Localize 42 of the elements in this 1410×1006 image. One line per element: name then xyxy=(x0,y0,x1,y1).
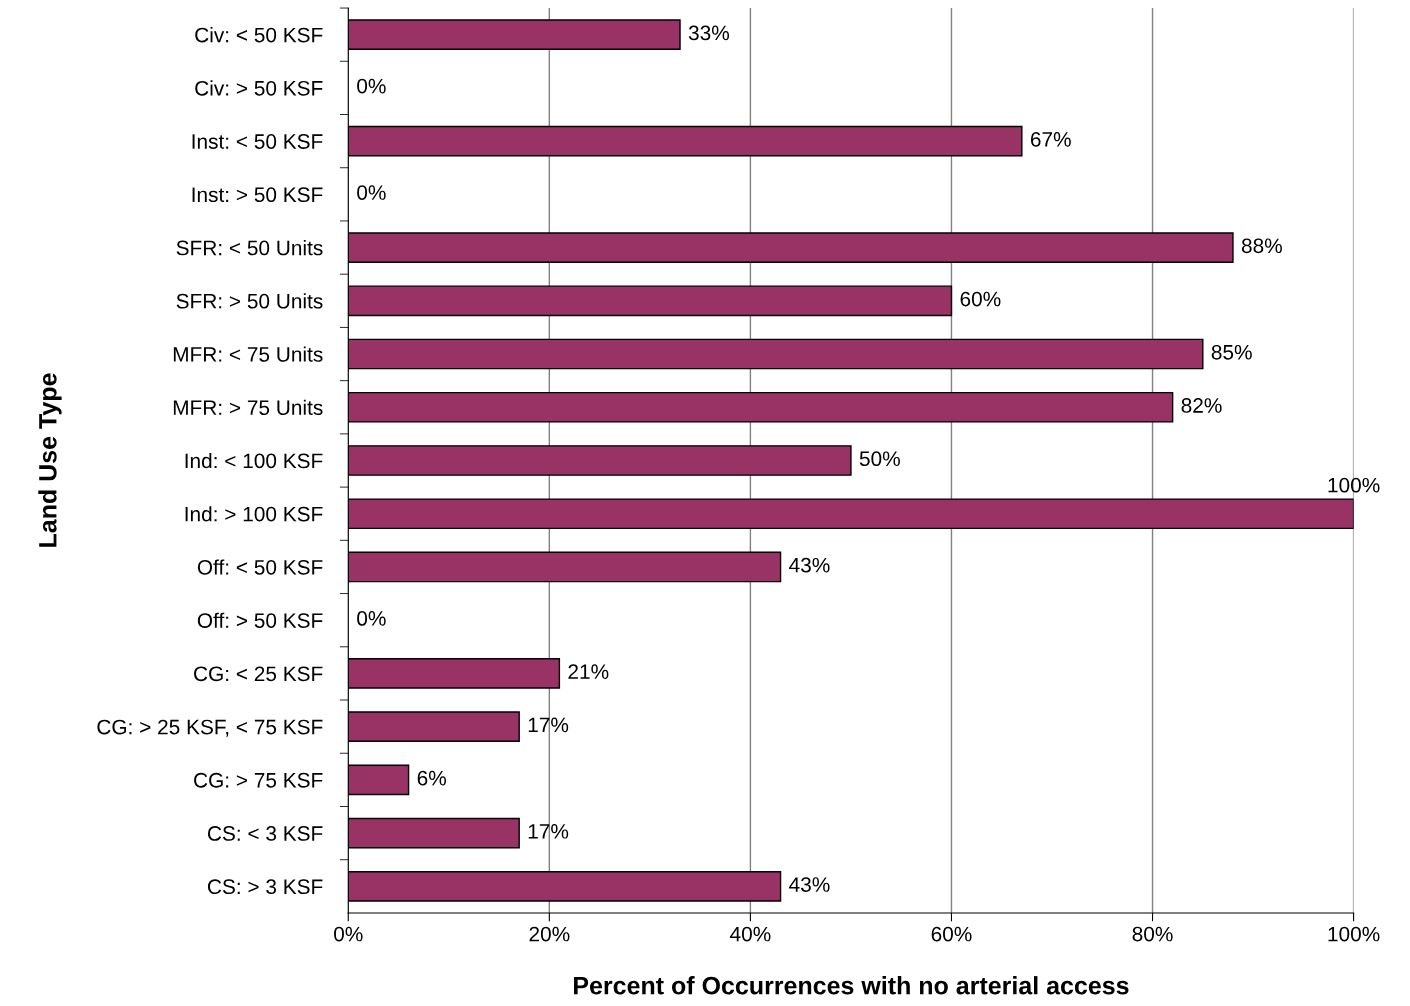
y-tick-label: CG: > 25 KSF, < 75 KSF xyxy=(97,719,323,737)
x-tick-label: 100% xyxy=(1328,926,1380,942)
data-label: 43% xyxy=(789,557,830,573)
y-tick-label: Inst: > 50 KSF xyxy=(192,187,323,203)
y-tick-label: CS: < 3 KSF xyxy=(207,826,323,841)
y-tick-label: Inst: < 50 KSF xyxy=(192,134,323,149)
data-label: 85% xyxy=(1211,344,1252,360)
x-tick-label: 0% xyxy=(334,926,363,942)
data-label: 82% xyxy=(1181,398,1222,413)
y-tick-label: CG: < 25 KSF xyxy=(194,666,323,682)
y-tick-label: Civ: < 50 KSF xyxy=(195,27,323,43)
x-axis-title: Percent of Occurrences with no arterial access xyxy=(574,976,1129,995)
y-tick-label: SFR: > 50 Units xyxy=(176,293,323,309)
y-tick-label: MFR: > 75 Units xyxy=(173,399,323,416)
data-label: 0% xyxy=(357,611,386,626)
y-tick-label: Ind: > 100 KSF xyxy=(185,506,323,522)
y-axis-title: Land Use Type xyxy=(38,373,62,547)
x-tick-label: 20% xyxy=(529,926,570,942)
data-label: 88% xyxy=(1241,238,1282,254)
data-label: 6% xyxy=(417,770,446,786)
data-label: 67% xyxy=(1030,131,1071,147)
data-label: 17% xyxy=(528,824,569,839)
y-tick-label: SFR: < 50 Units xyxy=(176,240,323,256)
data-label: 0% xyxy=(357,78,386,94)
data-label: 60% xyxy=(960,291,1001,307)
y-tick-label: Civ: > 50 KSF xyxy=(195,80,323,96)
x-tick-label: 60% xyxy=(931,926,972,942)
x-tick-label: 80% xyxy=(1132,926,1173,942)
y-tick-label: Ind: < 100 KSF xyxy=(185,452,323,469)
y-tick-label: CG: > 75 KSF xyxy=(194,772,323,788)
data-label: 100% xyxy=(1328,477,1380,493)
x-tick-label: 40% xyxy=(730,926,771,942)
data-label: 50% xyxy=(859,451,900,467)
data-label: 0% xyxy=(357,185,386,200)
y-tick-label: Off: < 50 KSF xyxy=(197,559,323,575)
data-label: 21% xyxy=(568,664,609,679)
data-label: 43% xyxy=(789,877,830,892)
y-tick-label: CS: > 3 KSF xyxy=(207,879,323,895)
y-tick-label: Off: > 50 KSF xyxy=(197,612,323,628)
data-label: 17% xyxy=(528,717,569,733)
y-tick-label: MFR: < 75 Units xyxy=(173,346,323,362)
data-label: 33% xyxy=(688,25,730,41)
